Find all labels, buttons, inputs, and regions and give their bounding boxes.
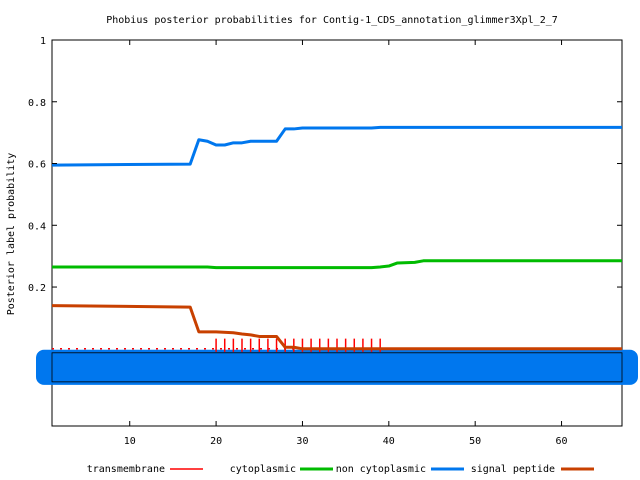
series-non-cytoplasmic xyxy=(52,259,622,270)
x-tick-label: 20 xyxy=(210,436,222,447)
signal-band-core xyxy=(51,352,623,383)
series-lines xyxy=(51,125,622,351)
legend-label: cytoplasmic xyxy=(230,464,296,475)
y-axis-label: Posterior label probability xyxy=(6,153,17,316)
signal-band xyxy=(36,349,638,385)
signal-band-rect xyxy=(36,349,638,385)
x-tick-label: 10 xyxy=(124,436,136,447)
x-tick-label: 40 xyxy=(383,436,395,447)
plot-frame xyxy=(51,39,623,427)
chart-title: Phobius posterior probabilities for Cont… xyxy=(106,15,558,26)
y-tick-label: 1 xyxy=(40,36,46,47)
legend-label: signal peptide xyxy=(471,464,555,475)
axis-ticks: 10 20 30 40 50 60 0.2 0.4 0.6 0.8 1 xyxy=(28,36,622,447)
legend: transmembrane cytoplasmic non cytoplasmic s… xyxy=(87,464,594,475)
y-tick-label: 0.8 xyxy=(28,98,46,109)
y-tick-label: 0.6 xyxy=(28,160,46,171)
series-signal-peptide-orange xyxy=(51,304,622,351)
y-tick-label: 0.2 xyxy=(28,283,46,294)
x-tick-label: 60 xyxy=(556,436,568,447)
y-tick-label: 0.4 xyxy=(28,221,46,232)
legend-label: transmembrane xyxy=(87,464,165,475)
x-tick-label: 50 xyxy=(469,436,481,447)
x-tick-label: 30 xyxy=(296,436,308,447)
legend-label: non cytoplasmic xyxy=(336,464,426,475)
series-signal-peptide xyxy=(51,125,622,167)
